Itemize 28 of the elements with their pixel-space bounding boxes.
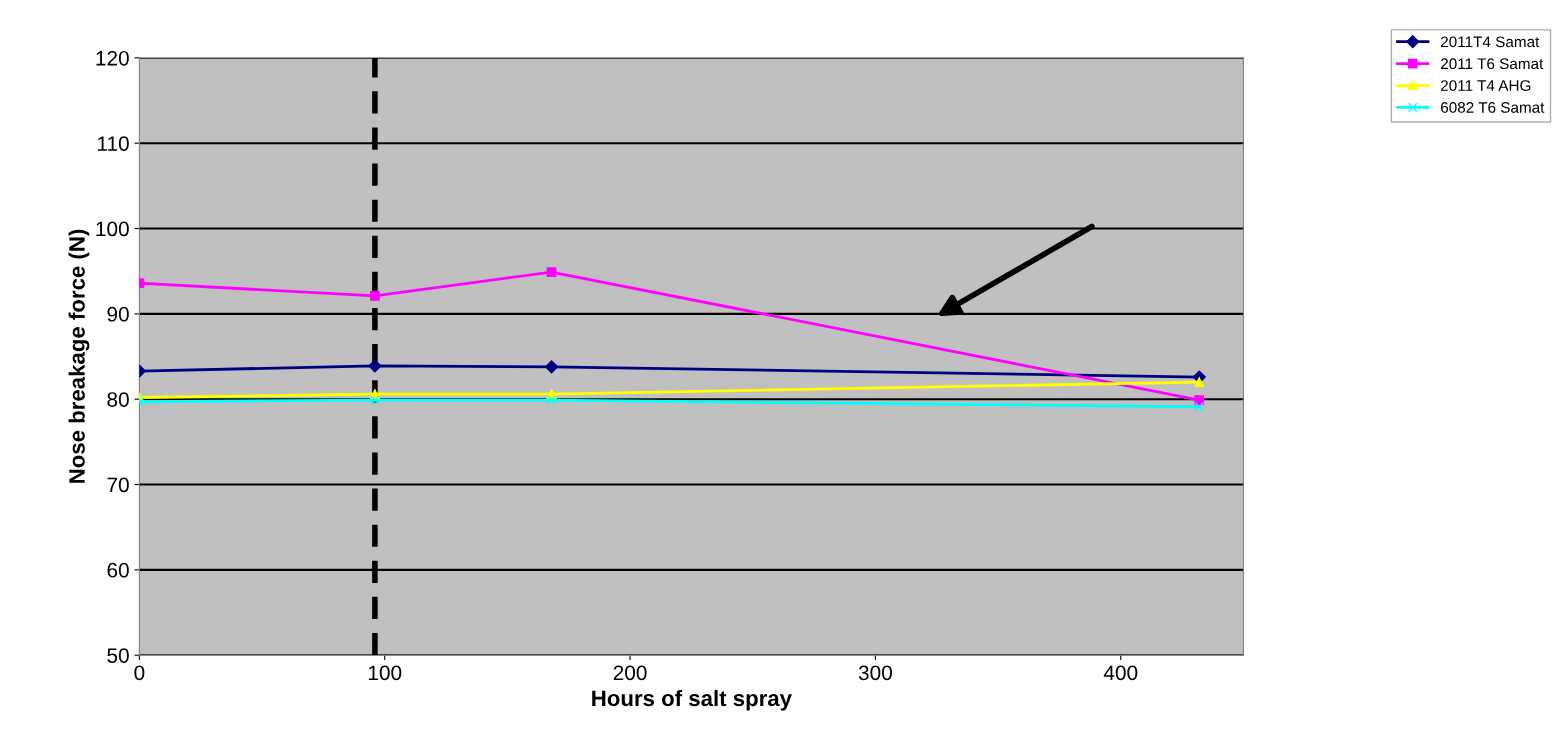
legend-label: 2011T4 Samat (1441, 36, 1540, 48)
point (368, 359, 382, 373)
point (1194, 377, 1205, 387)
point (546, 395, 557, 405)
point (544, 360, 559, 374)
y-tick-label: 80 (107, 392, 129, 407)
x-tick-label: 0 (134, 665, 145, 681)
x-tick-label: 200 (613, 665, 647, 681)
x-tick-label: 300 (858, 665, 892, 681)
y-tick-label: 60 (107, 562, 129, 578)
point (1194, 395, 1205, 405)
point (546, 267, 557, 277)
legend-label: 2011 T6 Samat (1441, 58, 1544, 70)
x-axis-title: Hours of salt spray (592, 689, 792, 711)
legend-label: 2011 T4 AHG (1441, 80, 1531, 91)
y-tick-label: 70 (107, 477, 129, 493)
legend-label: 6082 T6 Samat (1441, 102, 1545, 113)
y-tick-label: 110 (98, 136, 129, 151)
y-tick-label: 50 (107, 648, 129, 663)
y-axis-title: Nose breakage force (N) (68, 229, 90, 483)
y-tick-label: 90 (107, 306, 129, 322)
x-tick-label: 100 (368, 665, 402, 681)
point (1194, 402, 1205, 412)
x-tick-label: 400 (1103, 665, 1138, 681)
point (370, 395, 380, 405)
y-tick-label: 120 (96, 50, 129, 66)
y-tick-label: 100 (96, 221, 129, 237)
point (370, 291, 380, 301)
